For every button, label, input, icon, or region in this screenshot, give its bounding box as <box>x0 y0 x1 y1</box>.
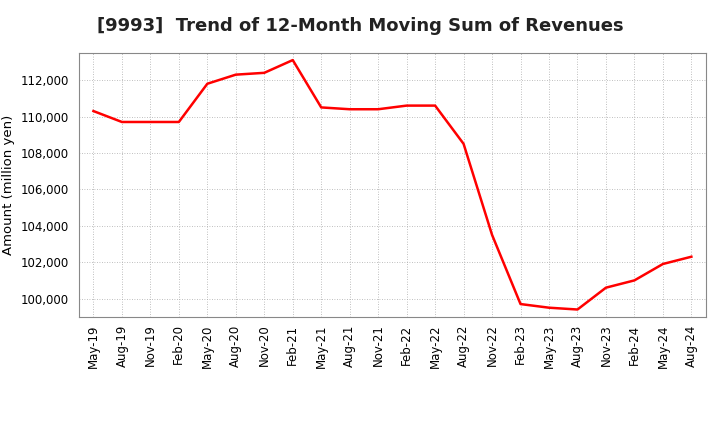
Y-axis label: Amount (million yen): Amount (million yen) <box>2 115 15 255</box>
Text: [9993]  Trend of 12-Month Moving Sum of Revenues: [9993] Trend of 12-Month Moving Sum of R… <box>96 18 624 35</box>
